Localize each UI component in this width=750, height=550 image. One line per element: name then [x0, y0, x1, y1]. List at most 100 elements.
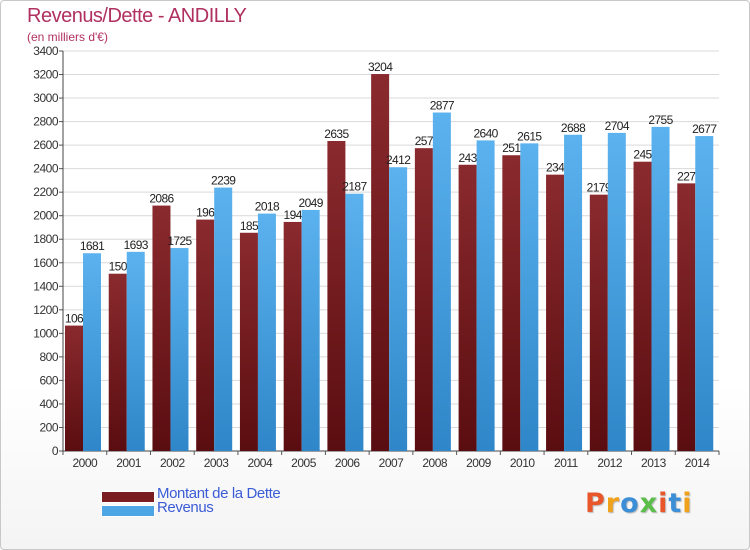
bar-revenus — [651, 126, 670, 451]
bar-dette — [371, 74, 390, 451]
data-label-dette: 196 — [196, 206, 215, 220]
y-tick-label: 1800 — [33, 232, 59, 246]
data-label-dette: 3204 — [368, 60, 393, 74]
y-tick-label: 3200 — [33, 68, 59, 82]
bar-chart: 0 200 400 600 800 1000 1200 1400 1600 1800 2000 220… — [33, 44, 720, 470]
legend-swatch-revenus — [101, 505, 155, 517]
data-label-dette: 2635 — [324, 127, 349, 141]
x-tick-label: 2014 — [685, 456, 711, 470]
bar-revenus — [476, 140, 495, 452]
bar-revenus — [214, 187, 233, 451]
data-label-revenus: 1681 — [80, 239, 105, 253]
y-tick-label: 1000 — [33, 326, 59, 340]
y-tick-label: 1400 — [33, 279, 59, 293]
x-tick-label: 2002 — [160, 456, 186, 470]
data-label-revenus: 2239 — [211, 174, 236, 188]
y-tick-label: 0 — [52, 444, 59, 458]
legend-swatch-dette — [101, 491, 155, 503]
bar-dette — [239, 232, 258, 451]
bar-revenus — [389, 167, 408, 451]
data-label-revenus: 2704 — [605, 119, 630, 133]
x-tick-label: 2001 — [116, 456, 142, 470]
bar-dette — [414, 148, 433, 452]
logo-letter: r — [605, 488, 621, 519]
data-label-dette: 243 — [458, 151, 477, 165]
bar-revenus — [83, 253, 101, 451]
data-label-revenus: 2187 — [342, 180, 367, 194]
bar-dette — [283, 221, 302, 451]
logo-letter: x — [639, 488, 659, 519]
chart-title: Revenus/Dette - ANDILLY — [27, 5, 247, 27]
x-tick-label: 2006 — [335, 456, 361, 470]
legend-label-dette: Montant de la Dette — [157, 485, 281, 502]
y-tick-label: 800 — [39, 350, 58, 364]
y-tick-label: 2400 — [33, 162, 59, 176]
bar-revenus — [257, 213, 276, 451]
x-tick-label: 2010 — [510, 456, 536, 470]
bar-dette — [677, 183, 696, 451]
bar-dette — [108, 273, 127, 451]
bar-revenus — [301, 209, 320, 451]
y-tick-label: 2200 — [33, 185, 59, 199]
data-label-dette: 251 — [502, 141, 521, 155]
y-tick-label: 2600 — [33, 138, 59, 152]
y-tick-label: 200 — [39, 420, 58, 434]
bar-revenus — [126, 251, 145, 451]
bar-dette — [152, 205, 171, 451]
data-label-dette: 2086 — [149, 192, 174, 206]
bar-dette — [589, 194, 608, 451]
data-label-revenus: 2677 — [692, 122, 717, 136]
data-label-dette: 2179 — [587, 181, 612, 195]
bar-revenus — [432, 112, 451, 451]
logo-letter: i — [658, 488, 669, 519]
data-label-dette: 227 — [677, 169, 696, 183]
data-label-dette: 150 — [109, 260, 128, 274]
x-tick-label: 2003 — [204, 456, 230, 470]
y-tick-label: 2800 — [33, 115, 59, 129]
x-tick-label: 2009 — [466, 456, 492, 470]
data-label-revenus: 2018 — [255, 200, 280, 214]
data-label-revenus: 2877 — [430, 99, 455, 113]
bar-dette — [65, 325, 83, 451]
data-label-dette: 257 — [415, 134, 434, 148]
logo-letter: P — [585, 488, 606, 519]
x-tick-label: 2013 — [641, 456, 667, 470]
bar-revenus — [170, 248, 189, 451]
chart-subtitle: (en milliers d'€) — [27, 30, 108, 44]
bar-dette — [502, 155, 521, 451]
y-tick-label: 3000 — [33, 91, 59, 105]
data-label-revenus: 2688 — [561, 121, 586, 135]
x-tick-label: 2000 — [73, 456, 99, 470]
data-label-revenus: 2412 — [386, 153, 411, 167]
data-label-dette: 245 — [633, 148, 652, 162]
proxiti-logo: Proxiti — [585, 488, 693, 519]
bar-revenus — [564, 134, 583, 451]
data-label-revenus: 2640 — [473, 126, 498, 140]
legend-label-revenus: Revenus — [157, 499, 214, 516]
bar-dette — [327, 141, 346, 451]
x-tick-label: 2008 — [422, 456, 448, 470]
data-label-revenus: 2615 — [517, 129, 542, 143]
data-label-dette: 234 — [546, 161, 565, 175]
data-label-revenus: 1725 — [167, 234, 192, 248]
bar-revenus — [607, 132, 626, 451]
data-label-dette: 106 — [65, 312, 84, 326]
x-tick-label: 2004 — [247, 456, 273, 470]
bar-dette — [546, 174, 565, 451]
logo-letter: i — [682, 488, 693, 519]
data-label-revenus: 2049 — [299, 196, 324, 210]
bar-revenus — [345, 193, 364, 452]
y-tick-label: 400 — [39, 397, 58, 411]
data-label-dette: 185 — [240, 219, 259, 233]
x-tick-label: 2011 — [554, 456, 579, 470]
y-tick-label: 2000 — [33, 209, 59, 223]
data-label-revenus: 2755 — [648, 113, 673, 127]
x-tick-label: 2007 — [379, 456, 405, 470]
logo-letter: t — [668, 488, 683, 519]
y-tick-label: 3400 — [33, 44, 59, 58]
bar-dette — [458, 164, 477, 451]
data-label-revenus: 1693 — [124, 238, 149, 252]
x-tick-label: 2012 — [597, 456, 623, 470]
logo-letter: o — [620, 488, 640, 519]
bar-dette — [196, 219, 215, 451]
